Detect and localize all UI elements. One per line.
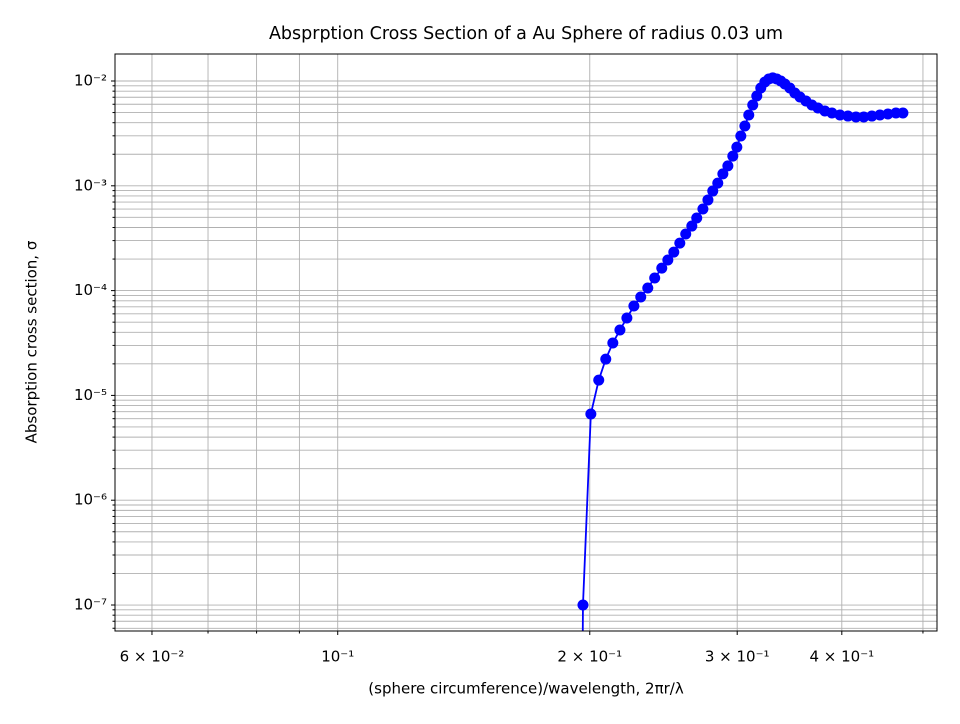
data-point (642, 282, 654, 294)
data-point (593, 374, 605, 386)
grid (115, 54, 937, 631)
data-point (607, 337, 619, 349)
data-point (697, 203, 709, 215)
data-line (581, 76, 903, 631)
x-tick-label: 4 × 10⁻¹ (809, 648, 874, 666)
data-point (662, 254, 674, 266)
x-tick-label: 2 × 10⁻¹ (557, 648, 622, 666)
data-point (722, 160, 734, 172)
y-tick-label: 10⁻² (74, 72, 107, 90)
data-point (585, 408, 597, 420)
data-point (882, 108, 894, 120)
data-point (747, 99, 759, 111)
data-point (717, 168, 729, 180)
data-point (897, 107, 909, 119)
data-point (842, 110, 854, 122)
x-tick-label: 3 × 10⁻¹ (705, 648, 770, 666)
data-point (866, 110, 878, 122)
y-tick-label: 10⁻⁵ (74, 386, 107, 404)
y-tick-label: 10⁻⁴ (74, 281, 107, 299)
data-point (621, 312, 633, 324)
chart-title: Absprption Cross Section of a Au Sphere … (269, 24, 783, 44)
data-point (727, 150, 739, 162)
y-tick-label: 10⁻⁷ (74, 596, 107, 614)
data-point (707, 185, 719, 197)
data-point (628, 300, 640, 312)
data-point (668, 246, 680, 258)
x-tick-label: 10⁻¹ (321, 648, 354, 666)
data-point (656, 262, 668, 274)
data-point (743, 109, 755, 121)
data-point (712, 177, 724, 189)
data-point (858, 111, 870, 123)
plot-area (577, 72, 909, 631)
x-tick-label: 6 × 10⁻² (120, 648, 185, 666)
y-tick-label: 10⁻³ (74, 176, 107, 194)
data-point (614, 324, 626, 336)
y-tick-label: 10⁻⁶ (74, 491, 107, 509)
data-point (874, 109, 886, 121)
data-point (735, 130, 747, 142)
data-point (674, 237, 686, 249)
data-point (739, 120, 751, 132)
data-point (850, 111, 862, 123)
data-point (577, 599, 589, 611)
x-axis-label: (sphere circumference)/wavelength, 2πr/λ (368, 680, 684, 698)
data-point (600, 353, 612, 365)
axes-frame (114, 53, 938, 632)
data-point (649, 272, 661, 284)
y-axis-label: Absorption cross section, σ (23, 240, 41, 443)
data-point (680, 228, 692, 240)
data-point (702, 194, 714, 206)
data-point (691, 212, 703, 224)
data-point (686, 220, 698, 232)
data-point (635, 291, 647, 303)
data-point (731, 141, 743, 153)
